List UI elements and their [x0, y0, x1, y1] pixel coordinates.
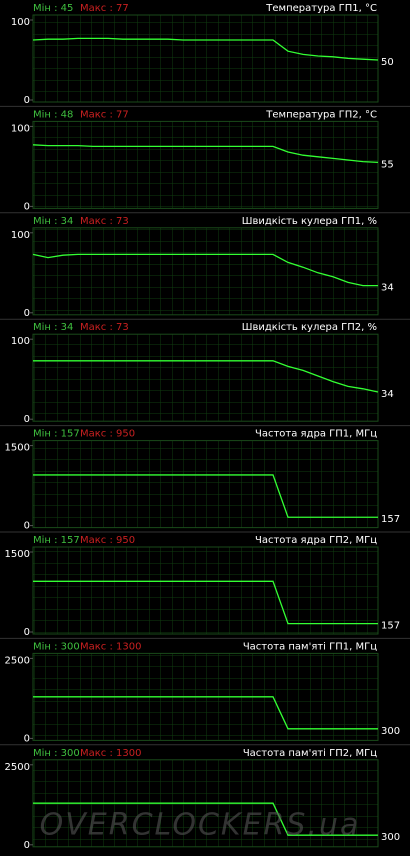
y-tick-label: 2500 — [5, 762, 30, 773]
max-label: Макс : 73 — [80, 216, 129, 227]
current-value: 50 — [381, 57, 394, 68]
plot-area — [32, 120, 379, 209]
y-tick-label: 0 — [24, 627, 30, 638]
series-line — [32, 253, 378, 287]
panel-title: Швидкість кулера ГП1, % — [242, 215, 377, 227]
plot-area — [32, 14, 379, 103]
current-value: 300 — [381, 832, 400, 843]
min-label: Мін : 45 — [33, 2, 73, 14]
panel-title: Температура ГП2, °C — [265, 109, 377, 120]
y-tick-label: 100 — [11, 123, 30, 134]
y-tick-label: 100 — [11, 17, 30, 28]
plot-area — [32, 333, 379, 422]
panel-title: Частота пам'яті ГП1, МГц — [243, 640, 377, 652]
current-value: 300 — [381, 726, 400, 737]
y-tick-label: 100 — [11, 230, 30, 241]
y-tick-label: 100 — [11, 336, 30, 347]
plot-area — [32, 546, 379, 635]
y-tick-label: 0 — [24, 521, 30, 532]
max-label: Макс : 73 — [80, 322, 129, 333]
min-label: Мін : 157 — [33, 534, 80, 546]
min-label: Мін : 300 — [33, 640, 80, 652]
panel-title: Швидкість кулера ГП2, % — [242, 321, 377, 333]
min-label: Мін : 34 — [33, 321, 73, 333]
y-tick-label: 1500 — [5, 443, 30, 454]
current-value: 55 — [381, 159, 394, 170]
current-value: 34 — [381, 283, 394, 294]
series-line — [33, 696, 378, 730]
panel-title: Температура ГП1, °C — [265, 3, 377, 14]
y-tick-label: 0 — [24, 840, 30, 851]
watermark: OVERCLOCKERS.ua — [40, 808, 361, 843]
y-tick-label: 0 — [24, 95, 30, 106]
y-tick-label: 0 — [24, 308, 30, 319]
min-label: Мін : 34 — [33, 215, 73, 227]
max-label: Макс : 950 — [80, 429, 135, 440]
max-label: Макс : 950 — [80, 535, 135, 546]
current-value: 157 — [381, 621, 400, 632]
series-line — [33, 360, 379, 393]
plot-area — [32, 227, 379, 316]
series-line — [33, 802, 378, 836]
max-label: Макс : 77 — [80, 109, 129, 120]
y-tick-label: 0 — [24, 201, 30, 212]
series-line — [32, 37, 379, 61]
current-value: 34 — [381, 389, 394, 400]
min-label: Мін : 48 — [33, 108, 73, 120]
max-label: Макс : 1300 — [80, 748, 141, 759]
plot-area — [32, 440, 379, 529]
series-line — [32, 144, 379, 164]
current-value: 157 — [381, 514, 400, 525]
y-tick-label: 2500 — [5, 655, 30, 666]
y-tick-label: 0 — [24, 733, 30, 744]
panel-title: Частота пам'яті ГП2, МГц — [243, 747, 377, 759]
panel-title: Частота ядра ГП2, МГц — [255, 535, 377, 546]
max-label: Макс : 1300 — [80, 641, 141, 652]
y-tick-label: 0 — [24, 414, 30, 425]
max-label: Макс : 77 — [80, 3, 129, 14]
min-label: Мін : 300 — [33, 747, 80, 759]
panel-title: Частота ядра ГП1, МГц — [255, 429, 377, 440]
y-tick-label: 1500 — [5, 549, 30, 560]
min-label: Мін : 157 — [33, 428, 80, 440]
series-line — [33, 474, 378, 518]
series-line — [33, 580, 378, 625]
